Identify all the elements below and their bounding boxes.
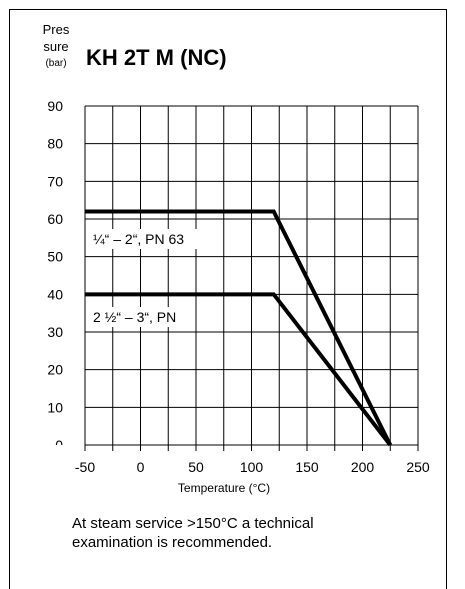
series-label-background	[89, 229, 217, 249]
x-tick-label: 50	[188, 459, 204, 475]
x-tick-label: 200	[351, 459, 375, 475]
y-tick-label: 60	[47, 211, 63, 227]
y-tick-label: 30	[47, 324, 63, 340]
series-label: 2 ½“ – 3“, PN	[93, 309, 176, 325]
chart-title: KH 2T M (NC)	[86, 45, 227, 70]
note-line-1: At steam service >150°C a technical	[72, 515, 314, 532]
x-tick-label: 100	[240, 459, 264, 475]
x-tick-label: 250	[406, 459, 430, 475]
note: At steam service >150°C a technical exam…	[72, 514, 372, 552]
x-axis-label: Temperature (°C)	[178, 481, 270, 495]
series-label-background	[89, 307, 189, 327]
y-tick-label: 40	[47, 286, 63, 302]
y-tick-label: 50	[47, 249, 63, 265]
pressure-temperature-chart: 0102030405060708090-50050100150200250Tem…	[40, 98, 430, 495]
y-tick-label: 90	[47, 98, 63, 114]
y-tick-label: 10	[47, 399, 63, 415]
series-line	[85, 292, 392, 447]
series-line	[85, 209, 393, 446]
note-line-2: examination is recommended.	[72, 534, 273, 551]
series-label: ¼“ – 2“, PN 63	[93, 231, 184, 247]
y-axis-label-line-1: Pres	[42, 22, 70, 37]
y-tick-label: 70	[47, 173, 63, 189]
y-axis-label-line-2: sure	[43, 39, 69, 54]
chart-frame	[9, 9, 447, 589]
x-tick-label: -50	[75, 459, 95, 475]
y-zero-label-mask	[40, 445, 68, 457]
x-tick-label: 150	[295, 459, 319, 475]
y-axis-label-unit: (bar)	[45, 58, 67, 69]
y-tick-label: 20	[47, 362, 63, 378]
x-tick-label: 0	[137, 459, 145, 475]
y-tick-label: 80	[47, 136, 63, 152]
